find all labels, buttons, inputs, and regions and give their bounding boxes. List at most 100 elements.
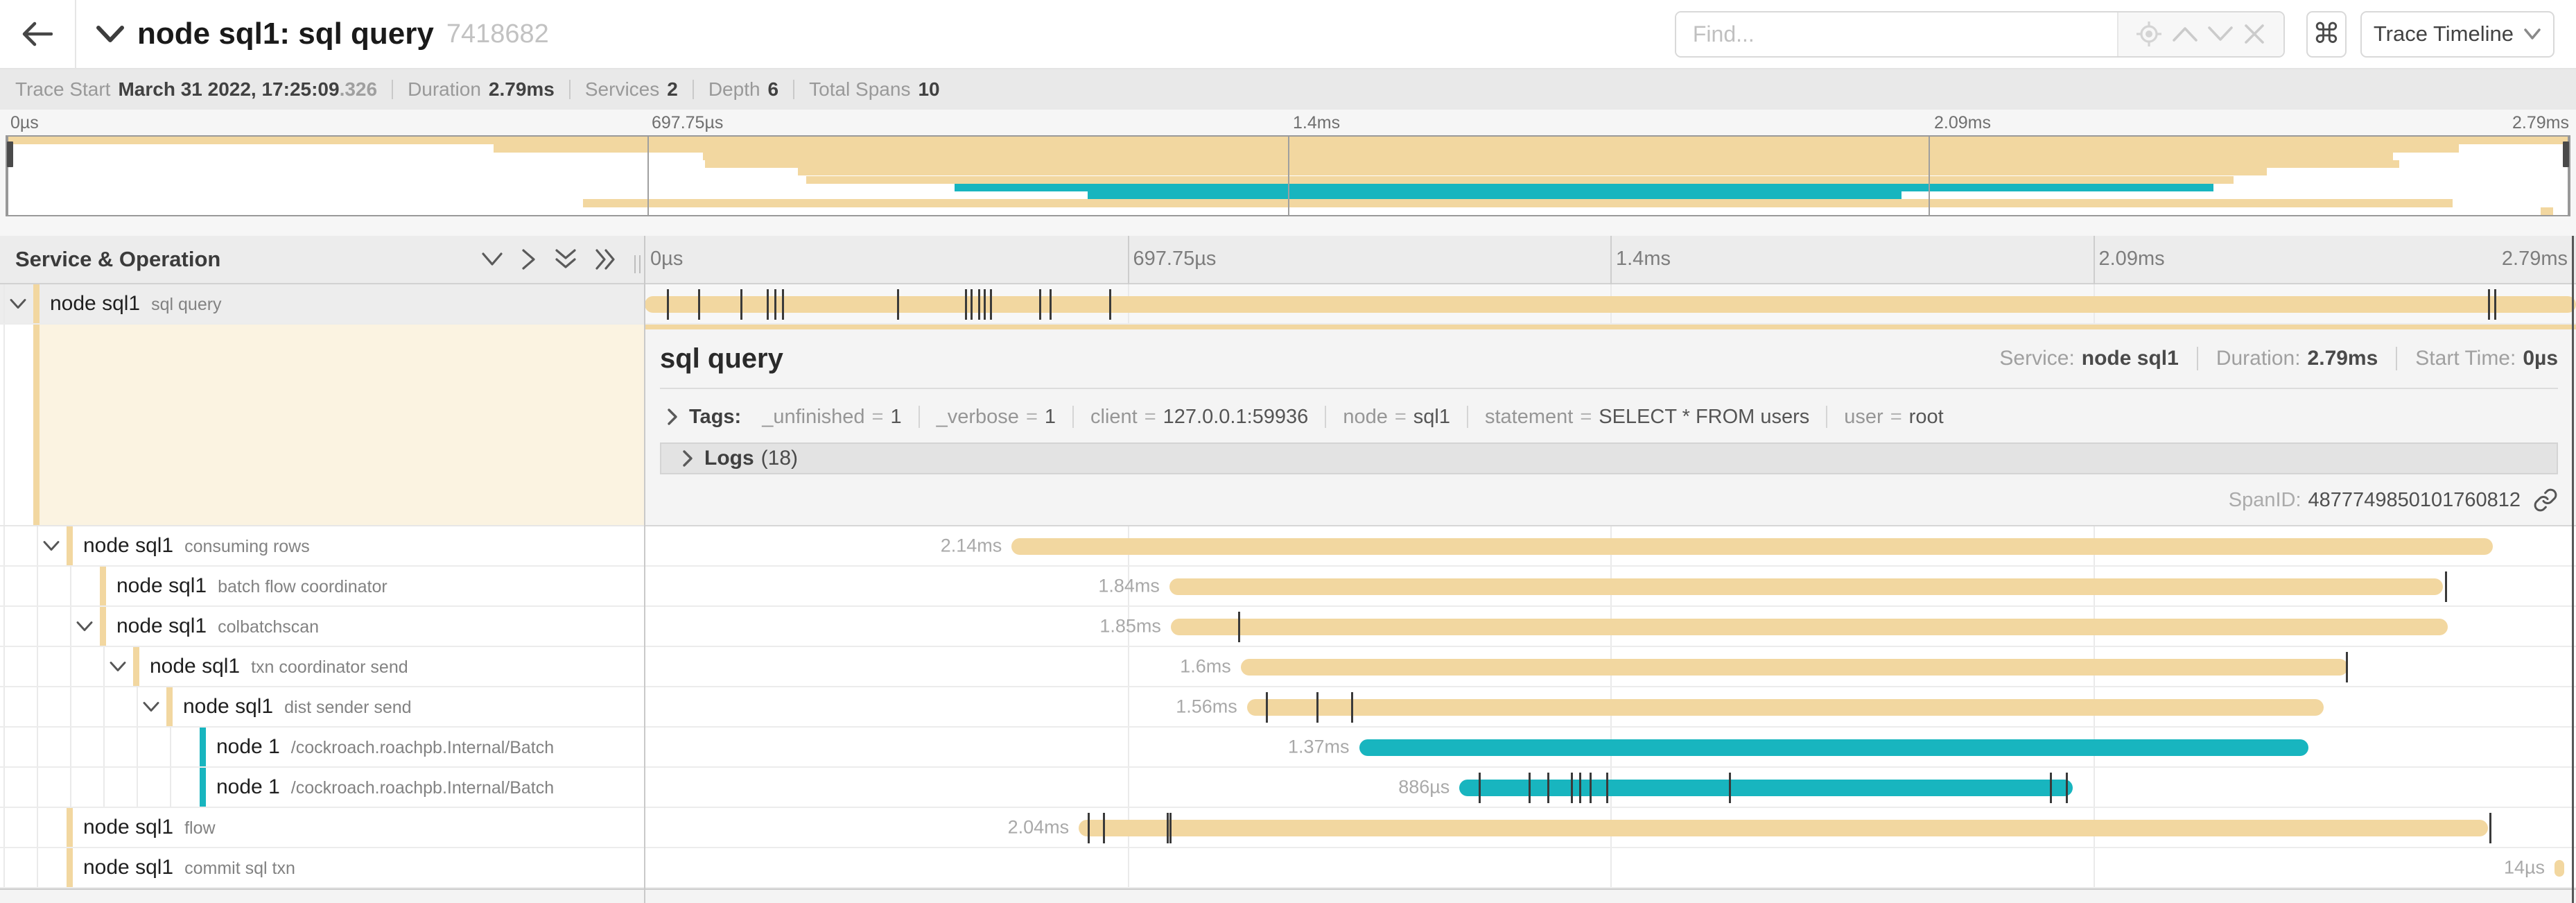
span-log-tick[interactable]	[766, 289, 769, 320]
span-timeline-cell[interactable]: 1.56ms	[645, 687, 2576, 726]
span-duration-bar[interactable]	[1011, 538, 2494, 555]
span-log-tick[interactable]	[1039, 289, 1042, 320]
span-log-tick[interactable]	[897, 289, 900, 320]
minimap-canvas[interactable]	[6, 135, 2570, 216]
span-collapse-toggle[interactable]	[142, 701, 160, 713]
span-collapse-toggle[interactable]	[76, 621, 94, 633]
span-timeline-cell[interactable]: 1.6ms	[645, 647, 2576, 686]
span-row[interactable]: node sql1 batch flow coordinator 1.84ms	[0, 567, 2576, 607]
span-log-tick[interactable]	[965, 289, 968, 320]
collapse-all-button[interactable]	[555, 248, 577, 270]
span-log-tick[interactable]	[1169, 813, 1172, 843]
span-timeline-cell[interactable]	[645, 284, 2576, 323]
span-log-tick[interactable]	[1579, 773, 1582, 803]
span-name-cell[interactable]: node sql1 consuming rows	[0, 526, 645, 565]
span-log-tick[interactable]	[1237, 612, 1240, 642]
span-log-tick[interactable]	[666, 289, 669, 320]
span-row[interactable]: node 1/cockroach.roachpb.Internal/Batch 1…	[0, 728, 2576, 768]
span-row[interactable]: node sql1 flow 2.04ms	[0, 808, 2576, 848]
span-row[interactable]: node sql1 commit sql txn 14µs	[0, 848, 2576, 888]
span-log-tick[interactable]	[1547, 773, 1550, 803]
span-duration-bar[interactable]	[1459, 780, 2073, 796]
span-timeline-cell[interactable]: 1.37ms	[645, 728, 2576, 766]
span-name-cell[interactable]: node sql1 txn coordinator send	[0, 647, 645, 686]
span-log-tick[interactable]	[1606, 773, 1608, 803]
column-resizer-grip[interactable]	[634, 255, 641, 273]
span-log-tick[interactable]	[1529, 773, 1531, 803]
span-log-tick[interactable]	[697, 289, 700, 320]
chevron-down-icon[interactable]	[2207, 25, 2234, 43]
span-log-tick[interactable]	[2494, 289, 2497, 320]
span-name-cell[interactable]: node sql1 colbatchscan	[0, 607, 645, 646]
span-duration-bar[interactable]	[1246, 699, 2324, 716]
span-log-tick[interactable]	[1590, 773, 1592, 803]
span-name-cell[interactable]: node sql1 flow	[0, 808, 645, 847]
span-log-tick[interactable]	[978, 289, 981, 320]
span-log-tick[interactable]	[1109, 289, 1112, 320]
span-log-tick[interactable]	[984, 289, 986, 320]
span-timeline-cell[interactable]: 2.04ms	[645, 808, 2576, 847]
span-collapse-toggle[interactable]	[9, 298, 27, 310]
span-duration-bar[interactable]	[2555, 860, 2564, 877]
close-icon[interactable]	[2243, 22, 2266, 46]
span-timeline-cell[interactable]: 2.14ms	[645, 526, 2576, 565]
find-input[interactable]	[1676, 12, 2117, 56]
chevron-up-icon[interactable]	[2172, 25, 2198, 43]
tags-accordion[interactable]: Tags: _unfinished = 1 _verbose = 1 client = 127.…	[660, 397, 2558, 436]
span-log-tick[interactable]	[1571, 773, 1574, 803]
span-log-tick[interactable]	[2488, 289, 2491, 320]
span-row[interactable]: node sql1 sql query	[0, 284, 2576, 325]
span-log-tick[interactable]	[1350, 692, 1353, 723]
span-log-tick[interactable]	[1479, 773, 1481, 803]
span-duration-bar[interactable]	[1170, 619, 2448, 635]
span-log-tick[interactable]	[971, 289, 973, 320]
span-log-tick[interactable]	[1265, 692, 1268, 723]
span-duration-bar[interactable]	[1359, 739, 2308, 756]
expand-all-button[interactable]	[595, 248, 617, 270]
span-duration-bar[interactable]	[1169, 578, 2444, 595]
deep-link-icon[interactable]	[2533, 488, 2558, 513]
span-log-tick[interactable]	[2489, 813, 2492, 843]
expand-one-button[interactable]	[521, 248, 537, 270]
span-name-cell[interactable]: node sql1 commit sql txn	[0, 848, 645, 887]
trace-view-selector[interactable]: Trace Timeline	[2360, 10, 2555, 58]
back-button[interactable]	[0, 0, 76, 68]
span-log-tick[interactable]	[990, 289, 993, 320]
span-duration-bar[interactable]	[645, 296, 2576, 313]
span-log-tick[interactable]	[1050, 289, 1052, 320]
locate-icon[interactable]	[2135, 20, 2163, 48]
span-name-cell[interactable]: node 1/cockroach.roachpb.Internal/Batch	[0, 768, 645, 807]
collapse-one-button[interactable]	[481, 252, 503, 267]
scrubber-handle-right[interactable]	[2563, 141, 2569, 167]
span-log-tick[interactable]	[1166, 813, 1169, 843]
span-timeline-cell[interactable]: 886µs	[645, 768, 2576, 807]
span-duration-bar[interactable]	[1240, 659, 2349, 676]
column-divider[interactable]	[644, 236, 645, 903]
keyboard-shortcuts-button[interactable]: ⌘	[2306, 10, 2347, 58]
span-name-cell[interactable]: node sql1 batch flow coordinator	[0, 567, 645, 605]
span-timeline-cell[interactable]: 14µs	[645, 848, 2576, 887]
span-name-cell[interactable]: node sql1 sql query	[0, 284, 645, 323]
span-log-tick[interactable]	[774, 289, 776, 320]
collapse-trace-chevron[interactable]	[96, 24, 125, 44]
span-duration-bar[interactable]	[1079, 820, 2489, 836]
span-row[interactable]: node 1/cockroach.roachpb.Internal/Batch 8…	[0, 768, 2576, 808]
span-name-cell[interactable]: node sql1 dist sender send	[0, 687, 645, 726]
span-row[interactable]: node sql1 colbatchscan 1.85ms	[0, 607, 2576, 647]
scrubber-handle-left[interactable]	[7, 141, 13, 167]
span-timeline-cell[interactable]: 1.84ms	[645, 567, 2576, 605]
span-log-tick[interactable]	[1728, 773, 1731, 803]
span-log-tick[interactable]	[1103, 813, 1106, 843]
span-log-tick[interactable]	[2066, 773, 2069, 803]
span-row[interactable]: node sql1 txn coordinator send 1.6ms	[0, 647, 2576, 687]
span-name-cell[interactable]: node 1/cockroach.roachpb.Internal/Batch	[0, 728, 645, 766]
span-row[interactable]: node sql1 consuming rows 2.14ms	[0, 526, 2576, 567]
logs-accordion[interactable]: Logs (18)	[660, 442, 2558, 474]
span-log-tick[interactable]	[1316, 692, 1319, 723]
span-log-tick[interactable]	[2346, 652, 2349, 682]
span-row[interactable]: node sql1 dist sender send 1.56ms	[0, 687, 2576, 728]
span-log-tick[interactable]	[740, 289, 742, 320]
span-timeline-cell[interactable]: 1.85ms	[645, 607, 2576, 646]
span-log-tick[interactable]	[781, 289, 784, 320]
span-log-tick[interactable]	[2050, 773, 2053, 803]
